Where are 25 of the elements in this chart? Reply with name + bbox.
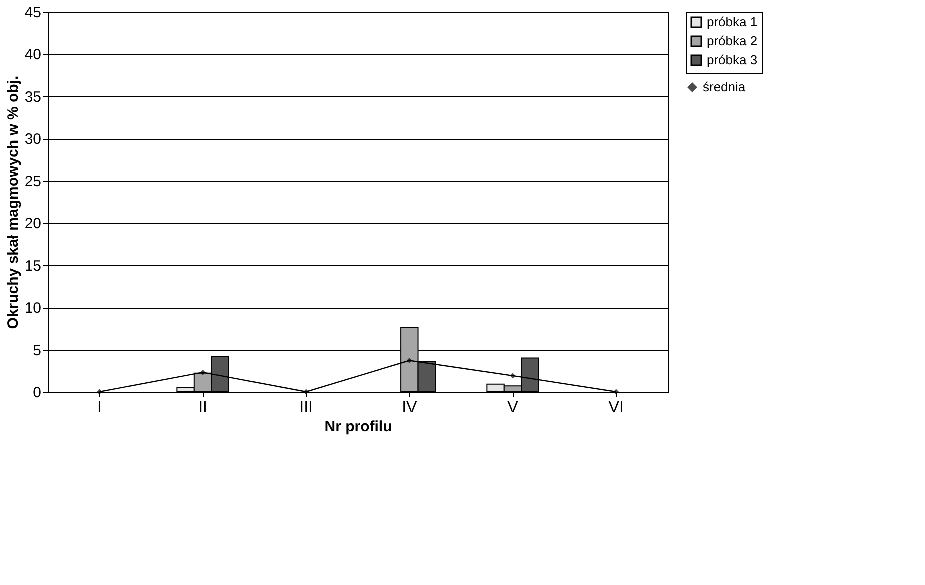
x-tick-label: III <box>300 400 314 416</box>
x-tick-label: VI <box>608 400 624 416</box>
x-tick-label: IV <box>402 400 418 416</box>
y-tick-label: 45 <box>24 4 42 22</box>
y-tick-label: 5 <box>33 342 42 360</box>
x-tick-label: II <box>198 400 208 416</box>
legend-label: próbka 1 <box>707 14 758 30</box>
legend-label: średnia <box>703 80 746 94</box>
x-axis-title: Nr profilu <box>324 418 392 436</box>
point <box>406 358 412 364</box>
point <box>200 370 206 376</box>
legend-label: próbka 3 <box>707 52 758 68</box>
y-tick-label: 0 <box>33 384 42 402</box>
y-tick-label: 30 <box>24 131 42 148</box>
y-tick-label: 35 <box>24 88 42 106</box>
y-tick-label: 20 <box>24 216 42 233</box>
y-tick-label: 40 <box>24 46 42 64</box>
y-tick-label: 15 <box>24 258 42 275</box>
x-tick-label: V <box>508 400 519 416</box>
y-tick-label: 25 <box>24 173 42 190</box>
x-tick-label: I <box>97 400 102 416</box>
point <box>510 373 516 379</box>
y-tick-label: 10 <box>24 300 42 318</box>
legend-label: próbka 2 <box>707 34 758 48</box>
y-axis-title: Okruchy skał magmowych w % obj. <box>4 76 22 330</box>
